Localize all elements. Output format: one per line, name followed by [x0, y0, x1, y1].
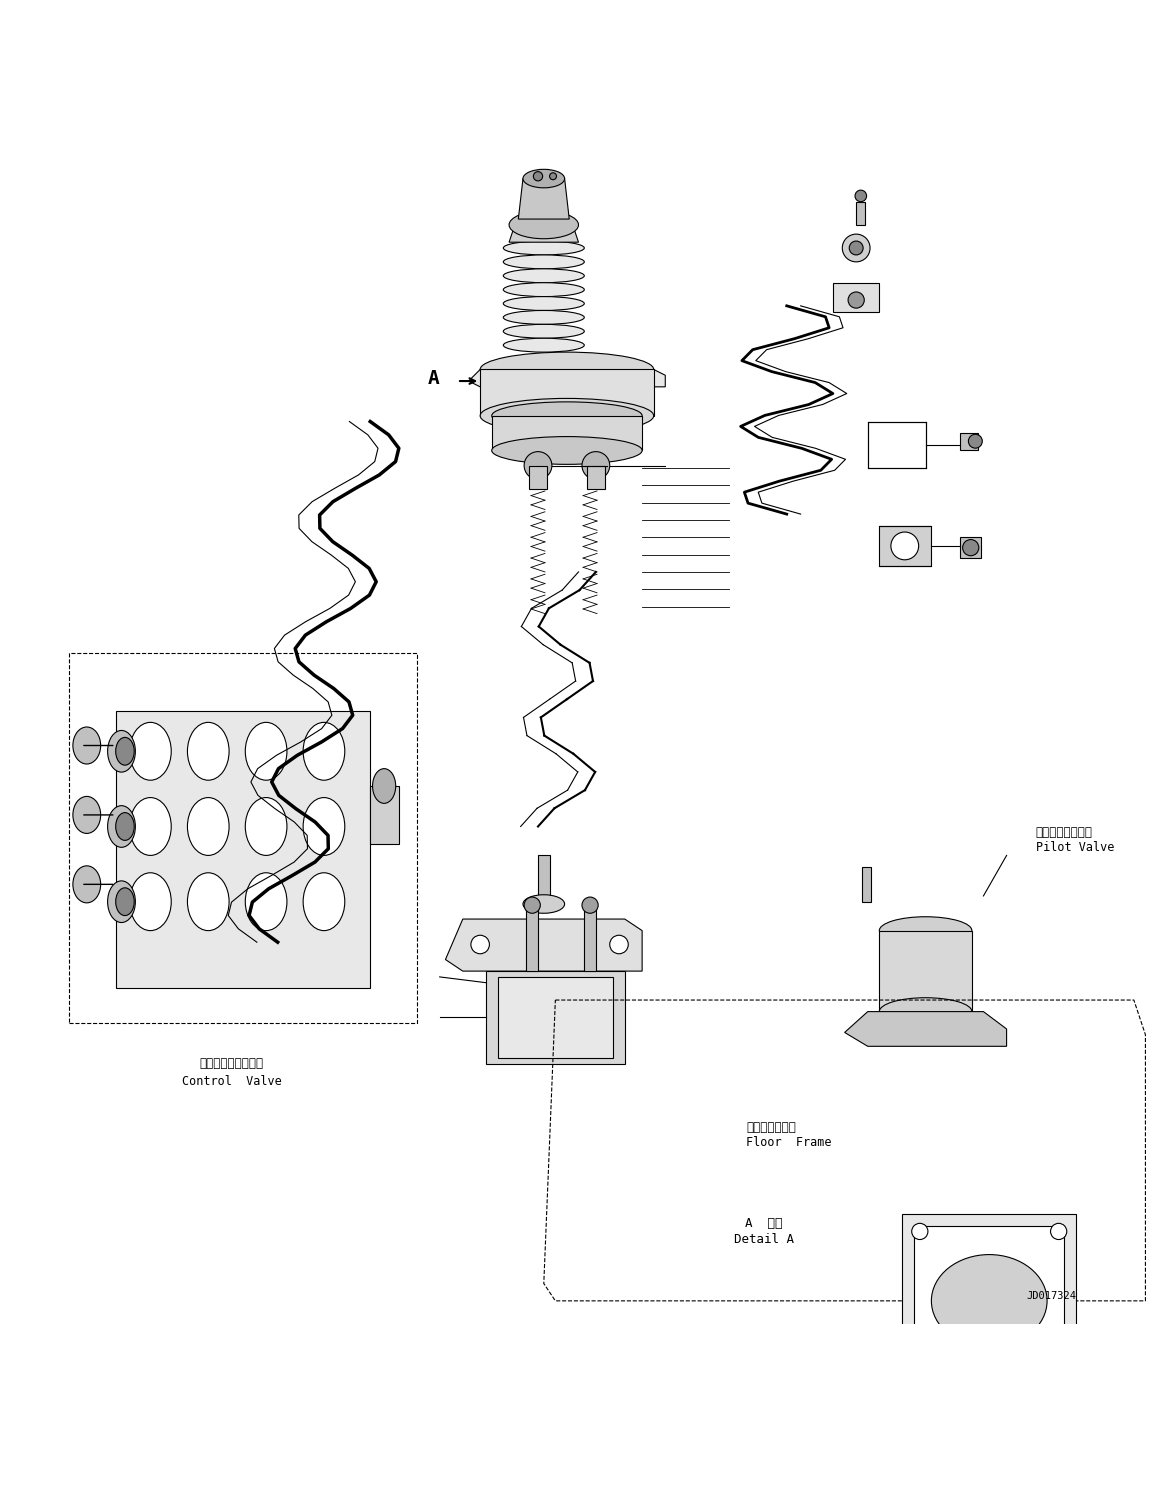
Ellipse shape — [503, 283, 584, 297]
Ellipse shape — [108, 805, 135, 847]
Bar — [879, 526, 931, 567]
Text: Pilot Valve: Pilot Valve — [1036, 841, 1114, 854]
Circle shape — [849, 242, 863, 255]
Circle shape — [842, 234, 870, 262]
Bar — [526, 908, 538, 971]
Polygon shape — [518, 179, 569, 219]
Ellipse shape — [879, 997, 972, 1026]
Ellipse shape — [492, 437, 642, 464]
Text: Floor  Frame: Floor Frame — [746, 1136, 832, 1150]
Polygon shape — [509, 225, 578, 242]
Polygon shape — [469, 370, 665, 386]
Ellipse shape — [187, 872, 229, 930]
Text: A: A — [428, 370, 440, 388]
Ellipse shape — [130, 872, 171, 930]
Circle shape — [582, 452, 610, 480]
Bar — [498, 977, 613, 1059]
Circle shape — [912, 1363, 928, 1378]
Bar — [833, 283, 879, 312]
Text: パイロットバルブ: パイロットバルブ — [1036, 826, 1092, 839]
Bar — [529, 465, 547, 489]
Circle shape — [1051, 1223, 1067, 1239]
Ellipse shape — [492, 403, 642, 429]
Ellipse shape — [503, 255, 584, 268]
Bar — [584, 908, 596, 971]
Polygon shape — [845, 1011, 1007, 1047]
Ellipse shape — [73, 728, 101, 763]
Ellipse shape — [108, 731, 135, 772]
Ellipse shape — [303, 722, 345, 780]
Text: フロアフレーム: フロアフレーム — [746, 1121, 796, 1133]
Circle shape — [912, 1223, 928, 1239]
Bar — [868, 422, 926, 468]
Ellipse shape — [931, 1254, 1047, 1348]
Ellipse shape — [303, 798, 345, 856]
Polygon shape — [445, 918, 642, 971]
Bar — [486, 971, 625, 1063]
Ellipse shape — [245, 798, 287, 856]
Ellipse shape — [116, 813, 134, 841]
Bar — [370, 786, 399, 844]
Ellipse shape — [130, 798, 171, 856]
Ellipse shape — [73, 796, 101, 833]
Circle shape — [963, 540, 979, 556]
Ellipse shape — [503, 325, 584, 338]
Bar — [902, 1214, 1076, 1388]
Ellipse shape — [509, 210, 578, 239]
Circle shape — [968, 434, 982, 449]
Ellipse shape — [503, 310, 584, 325]
Text: Detail A: Detail A — [734, 1233, 794, 1246]
Bar — [492, 416, 642, 450]
Bar — [116, 711, 370, 989]
Text: Control  Valve: Control Valve — [182, 1075, 281, 1087]
Circle shape — [524, 898, 540, 914]
Circle shape — [524, 452, 552, 480]
Text: コントロールバルブ: コントロールバルブ — [199, 1057, 264, 1071]
Circle shape — [533, 171, 543, 180]
Text: A  詳細: A 詳細 — [745, 1217, 782, 1230]
Circle shape — [1051, 1363, 1067, 1378]
Bar — [862, 866, 871, 902]
Ellipse shape — [503, 297, 584, 310]
Ellipse shape — [187, 722, 229, 780]
Ellipse shape — [480, 352, 654, 386]
Ellipse shape — [480, 398, 654, 432]
Bar — [538, 856, 550, 902]
Ellipse shape — [116, 738, 134, 765]
Ellipse shape — [108, 881, 135, 923]
Ellipse shape — [303, 872, 345, 930]
Ellipse shape — [245, 872, 287, 930]
Ellipse shape — [503, 242, 584, 255]
Ellipse shape — [523, 170, 565, 188]
Bar — [960, 432, 978, 450]
Ellipse shape — [523, 895, 565, 914]
Bar — [960, 537, 981, 558]
Bar — [879, 930, 972, 1011]
Text: JD017324: JD017324 — [1026, 1291, 1076, 1300]
Circle shape — [855, 191, 867, 201]
Circle shape — [848, 292, 864, 309]
Ellipse shape — [245, 722, 287, 780]
Ellipse shape — [373, 769, 396, 804]
Ellipse shape — [503, 268, 584, 283]
Circle shape — [582, 898, 598, 914]
Ellipse shape — [130, 722, 171, 780]
Circle shape — [550, 173, 557, 180]
Ellipse shape — [73, 866, 101, 904]
Ellipse shape — [187, 798, 229, 856]
Circle shape — [471, 935, 489, 954]
Circle shape — [891, 532, 919, 559]
Ellipse shape — [879, 917, 972, 944]
Bar — [914, 1226, 1064, 1376]
Bar — [587, 465, 605, 489]
Ellipse shape — [116, 887, 134, 915]
Bar — [856, 201, 865, 225]
Ellipse shape — [503, 338, 584, 352]
Circle shape — [610, 935, 628, 954]
Bar — [480, 370, 654, 416]
